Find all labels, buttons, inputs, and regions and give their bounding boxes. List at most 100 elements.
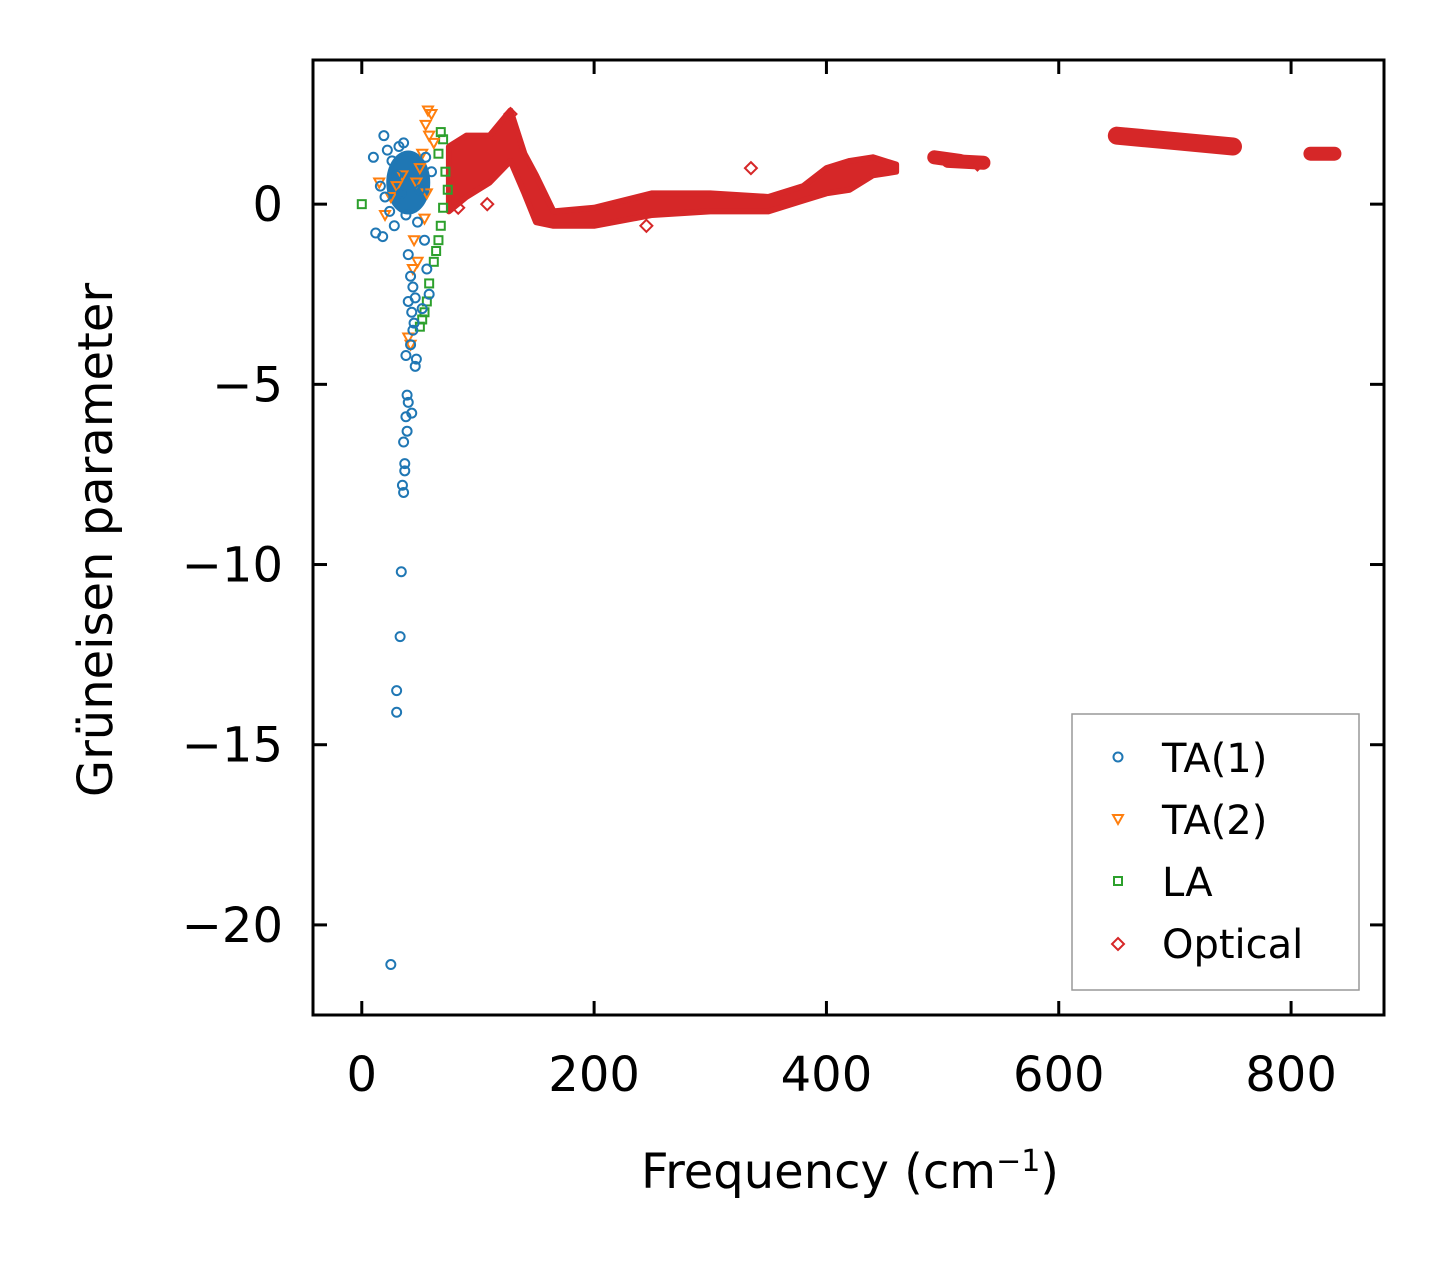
ta1-point (408, 317, 420, 329)
ta1-point (402, 396, 414, 408)
ta1-point (419, 234, 431, 246)
legend-entry-ta2: TA(2) (1111, 798, 1267, 844)
plot-area (356, 105, 1342, 971)
optical-point (743, 160, 759, 176)
ta1-point (391, 706, 403, 718)
ta1-point (386, 155, 398, 167)
ta1-point (391, 685, 403, 697)
ta2-point (410, 256, 425, 269)
ta1-point (396, 479, 408, 491)
ta1-point (398, 486, 410, 498)
ta1-point (379, 191, 391, 203)
ta1-point (374, 180, 386, 192)
optical-high-band (1107, 126, 1242, 156)
axes: 0 200 400 600 800 0 −5 −10 −15 −20 (182, 60, 1384, 1103)
legend-marker-ta2 (1111, 814, 1125, 827)
legend-box (1071, 713, 1360, 991)
legend-label-la: LA (1162, 860, 1213, 906)
ta2-point (418, 119, 433, 132)
y-axis-label: Grüneisen parameter (68, 283, 124, 798)
legend-marker-optical (1110, 936, 1126, 952)
ta1-point (384, 205, 396, 217)
ta2-point (413, 163, 427, 176)
ta1-point (395, 187, 407, 199)
ta1-point (402, 249, 414, 261)
ta1-point (398, 436, 410, 448)
ta1-point (412, 216, 424, 228)
la-point (442, 184, 453, 195)
ta1-point (416, 303, 428, 315)
ta2-point (384, 191, 398, 205)
y-tick-label: −20 (182, 898, 283, 954)
legend-entry-la: LA (1113, 860, 1213, 906)
ta1-point (409, 360, 421, 372)
ta1-point (399, 458, 411, 470)
ta1-point (406, 306, 418, 318)
ta2-point (420, 188, 434, 201)
ta1-point (388, 220, 400, 232)
x-tick-label: 800 (1245, 1047, 1337, 1103)
ta2-point (424, 109, 439, 122)
ta1-point (414, 184, 426, 196)
ta1-point (405, 270, 417, 282)
ta1-point (400, 411, 412, 423)
ta2-point (389, 181, 404, 194)
plot-frame (311, 58, 1386, 1017)
ta1-point (407, 281, 419, 293)
ta1-point (378, 130, 390, 142)
ta1-dense-core (386, 150, 431, 215)
ta2-point (415, 148, 429, 161)
ta1-point (400, 209, 412, 221)
la-point (433, 235, 444, 246)
x-tick-label: 200 (548, 1047, 640, 1103)
ta2-point (407, 235, 421, 248)
ta1-point (398, 137, 410, 149)
ta1-point (391, 169, 403, 181)
legend-marker-la (1113, 876, 1123, 886)
ta1-point (405, 339, 417, 351)
ta1-point (401, 389, 413, 401)
x-tick-label: 0 (347, 1047, 378, 1103)
optical-dense-band (445, 107, 900, 229)
la-point (424, 278, 435, 289)
la-point (435, 220, 446, 231)
la-point (438, 202, 449, 213)
y-tick-label: −15 (182, 718, 283, 774)
x-tick-label: 600 (1013, 1047, 1105, 1103)
la-point (435, 127, 446, 138)
ta1-point (425, 166, 437, 178)
la-point (433, 148, 444, 159)
ta2-point (406, 264, 420, 277)
ta1-point (395, 566, 407, 578)
la-point (428, 256, 439, 267)
optical-point (638, 218, 654, 234)
legend-label-ta1: TA(1) (1161, 736, 1267, 782)
la-point (431, 246, 442, 256)
x-axis-label: Frequency (cm−1) (641, 1144, 1059, 1201)
optical-point (503, 106, 518, 122)
ta1-point (399, 465, 411, 477)
ta1-point (385, 959, 397, 971)
legend: TA(1) TA(2) LA Optical (1071, 713, 1360, 991)
optical-point (970, 157, 985, 172)
optical-point (450, 200, 466, 216)
ta2-point (409, 177, 424, 190)
ta2-point (401, 332, 415, 345)
optical-point (479, 196, 495, 212)
legend-label-optical: Optical (1162, 922, 1303, 968)
ta1-point (421, 263, 433, 275)
ta1-point (400, 350, 412, 362)
ta2-point (422, 130, 436, 143)
optical-cluster (941, 153, 991, 170)
ta1-point (402, 295, 414, 307)
la-point (356, 199, 367, 210)
legend-label-ta2: TA(2) (1161, 798, 1267, 844)
legend-entry-optical: Optical (1110, 922, 1303, 968)
ta1-point (407, 324, 419, 336)
ta2-point (395, 170, 410, 183)
ta1-point (420, 151, 432, 163)
ta1-point (423, 288, 435, 300)
ta1-point (410, 353, 422, 365)
ta1-point (381, 144, 393, 156)
